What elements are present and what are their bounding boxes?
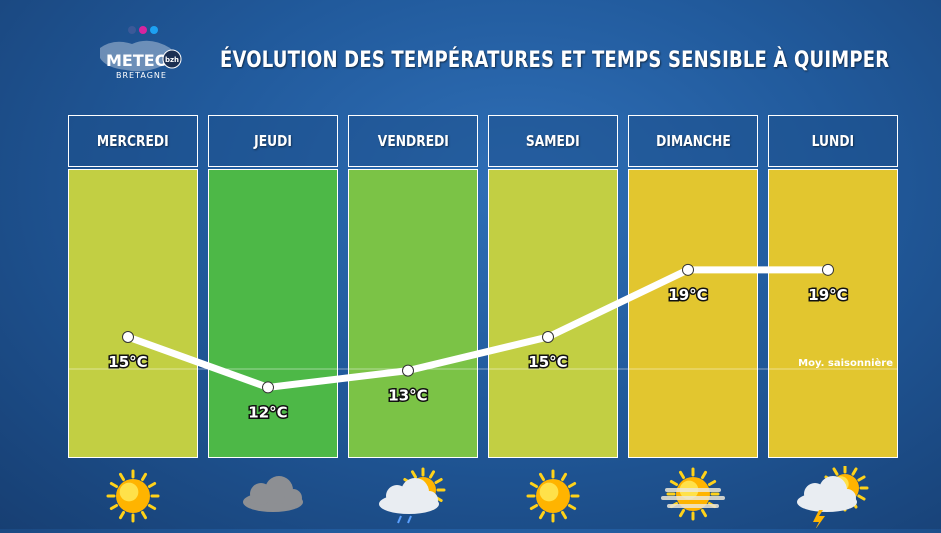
data-point-5 [822,263,834,276]
day-label: DIMANCHE [655,132,731,150]
day-header-jeudi: JEUDI [208,115,338,167]
temperature-label-3: 15°C [528,353,567,371]
facebook-icon [128,26,136,34]
logo-text: METEO [106,51,168,70]
sun-storm-icon [793,464,873,530]
data-point-4 [682,263,694,276]
temperature-label-1: 12°C [248,403,287,421]
sun-cloud-rain-icon [373,466,453,528]
temperature-label-0: 15°C [108,353,147,371]
sun-icon [93,466,173,528]
logo-subtext: BRETAGNE [116,71,167,80]
cloud-icon [233,466,313,528]
page-title: ÉVOLUTION DES TEMPÉRATURES ET TEMPS SENS… [220,48,890,73]
data-point-1 [262,381,274,394]
twitter-icon [150,26,158,34]
day-column-mercredi [68,169,198,458]
temperature-series-line [126,266,828,391]
day-column-vendredi [348,169,478,458]
day-label: JEUDI [254,132,292,150]
data-point-0 [122,331,134,344]
day-header-lundi: LUNDI [768,115,898,167]
day-label: LUNDI [811,132,855,150]
day-header-mercredi: MERCREDI [68,115,198,167]
day-column-jeudi [208,169,338,458]
day-label: SAMEDI [526,132,580,150]
day-label: VENDREDI [377,132,449,150]
day-label: MERCREDI [97,132,169,150]
day-column-dimanche [628,169,758,458]
data-point-3 [542,331,554,344]
temperature-label-2: 13°C [388,387,427,405]
data-point-2 [402,364,414,377]
hazy-sun-icon [653,466,733,528]
day-header-vendredi: VENDREDI [348,115,478,167]
temperature-label-5: 19°C [808,286,847,304]
temperature-label-4: 19°C [668,286,707,304]
day-column-lundi [768,169,898,458]
seasonal-average-label: Moy. saisonnière [798,357,893,369]
day-header-samedi: SAMEDI [488,115,618,167]
day-header-dimanche: DIMANCHE [628,115,758,167]
sun-icon [513,466,593,528]
logo-badge: bzh [165,56,179,64]
meteo-bretagne-logo: METEO bzh BRETAGNE [92,22,192,92]
instagram-icon [139,26,147,34]
brittany-map-icon [100,40,173,72]
